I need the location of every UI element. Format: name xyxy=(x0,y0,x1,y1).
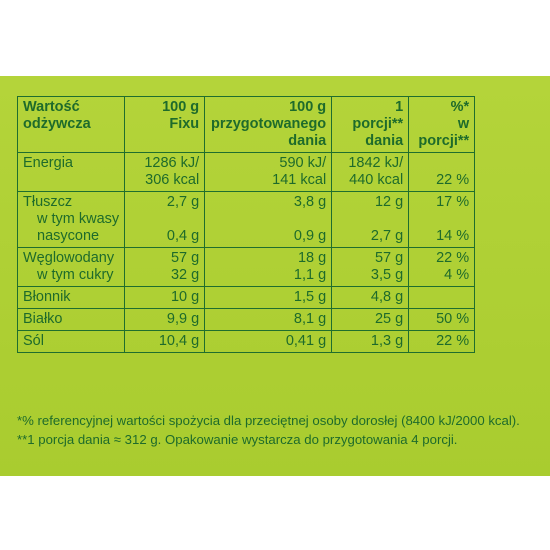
cell-value: 57 g 32 g xyxy=(124,247,206,287)
nutrition-table: Wartość odżywcza 100 g Fixu 100 g przygo… xyxy=(16,96,476,353)
cell-value: 9,9 g xyxy=(124,308,206,331)
table-row-weglowodany: Węglowodany w tym cukry 57 g 32 g 18 g 1… xyxy=(16,247,476,287)
cell-value: 17 % 14 % xyxy=(408,191,476,248)
cell-value: 22 % xyxy=(408,152,476,192)
table-row-energia: Energia 1286 kJ/ 306 kcal 590 kJ/ 141 kc… xyxy=(16,152,476,192)
header-nutrient: Wartość odżywcza xyxy=(16,96,126,153)
table-row-blonnik: Błonnik 10 g 1,5 g 4,8 g xyxy=(16,286,476,309)
header-per-100g-product: 100 g Fixu xyxy=(124,96,206,153)
cell-value: 8,1 g xyxy=(204,308,333,331)
row-label: Białko xyxy=(16,308,126,331)
row-label: Sól xyxy=(16,330,126,353)
row-label: Błonnik xyxy=(16,286,126,309)
table-row-bialko: Białko 9,9 g 8,1 g 25 g 50 % xyxy=(16,308,476,331)
cell-value: 12 g 2,7 g xyxy=(331,191,410,248)
cell-value: 10,4 g xyxy=(124,330,206,353)
cell-value: 22 % xyxy=(408,330,476,353)
header-per-portion: 1 porcji** dania xyxy=(331,96,410,153)
cell-value: 4,8 g xyxy=(331,286,410,309)
table-row-tluszcz: Tłuszcz w tym kwasy nasycone 2,7 g 0,4 g… xyxy=(16,191,476,248)
cell-value: 10 g xyxy=(124,286,206,309)
nutrition-panel: Wartość odżywcza 100 g Fixu 100 g przygo… xyxy=(0,76,550,476)
cell-value: 1286 kJ/ 306 kcal xyxy=(124,152,206,192)
cell-value: 50 % xyxy=(408,308,476,331)
cell-value: 18 g 1,1 g xyxy=(204,247,333,287)
cell-value: 1,5 g xyxy=(204,286,333,309)
cell-value xyxy=(408,286,476,309)
cell-value: 25 g xyxy=(331,308,410,331)
cell-value: 57 g 3,5 g xyxy=(331,247,410,287)
footnote-reference-intake: *% referencyjnej wartości spożycia dla p… xyxy=(17,413,520,428)
cell-value: 590 kJ/ 141 kcal xyxy=(204,152,333,192)
row-label: Tłuszcz w tym kwasy nasycone xyxy=(16,191,126,248)
cell-value: 1842 kJ/ 440 kcal xyxy=(331,152,410,192)
cell-value: 1,3 g xyxy=(331,330,410,353)
cell-value: 22 % 4 % xyxy=(408,247,476,287)
cell-value: 3,8 g 0,9 g xyxy=(204,191,333,248)
row-label: Węglowodany w tym cukry xyxy=(16,247,126,287)
table-row-sol: Sól 10,4 g 0,41 g 1,3 g 22 % xyxy=(16,330,476,353)
cell-value: 0,41 g xyxy=(204,330,333,353)
header-percent-ri: %* w porcji** xyxy=(408,96,476,153)
cell-value: 2,7 g 0,4 g xyxy=(124,191,206,248)
table-header-row: Wartość odżywcza 100 g Fixu 100 g przygo… xyxy=(16,96,476,153)
footnotes: *% referencyjnej wartości spożycia dla p… xyxy=(17,411,520,449)
footnote-portion-size: **1 porcja dania ≈ 312 g. Opakowanie wys… xyxy=(17,432,458,447)
row-label: Energia xyxy=(16,152,126,192)
header-per-100g-prepared: 100 g przygotowanego dania xyxy=(204,96,333,153)
